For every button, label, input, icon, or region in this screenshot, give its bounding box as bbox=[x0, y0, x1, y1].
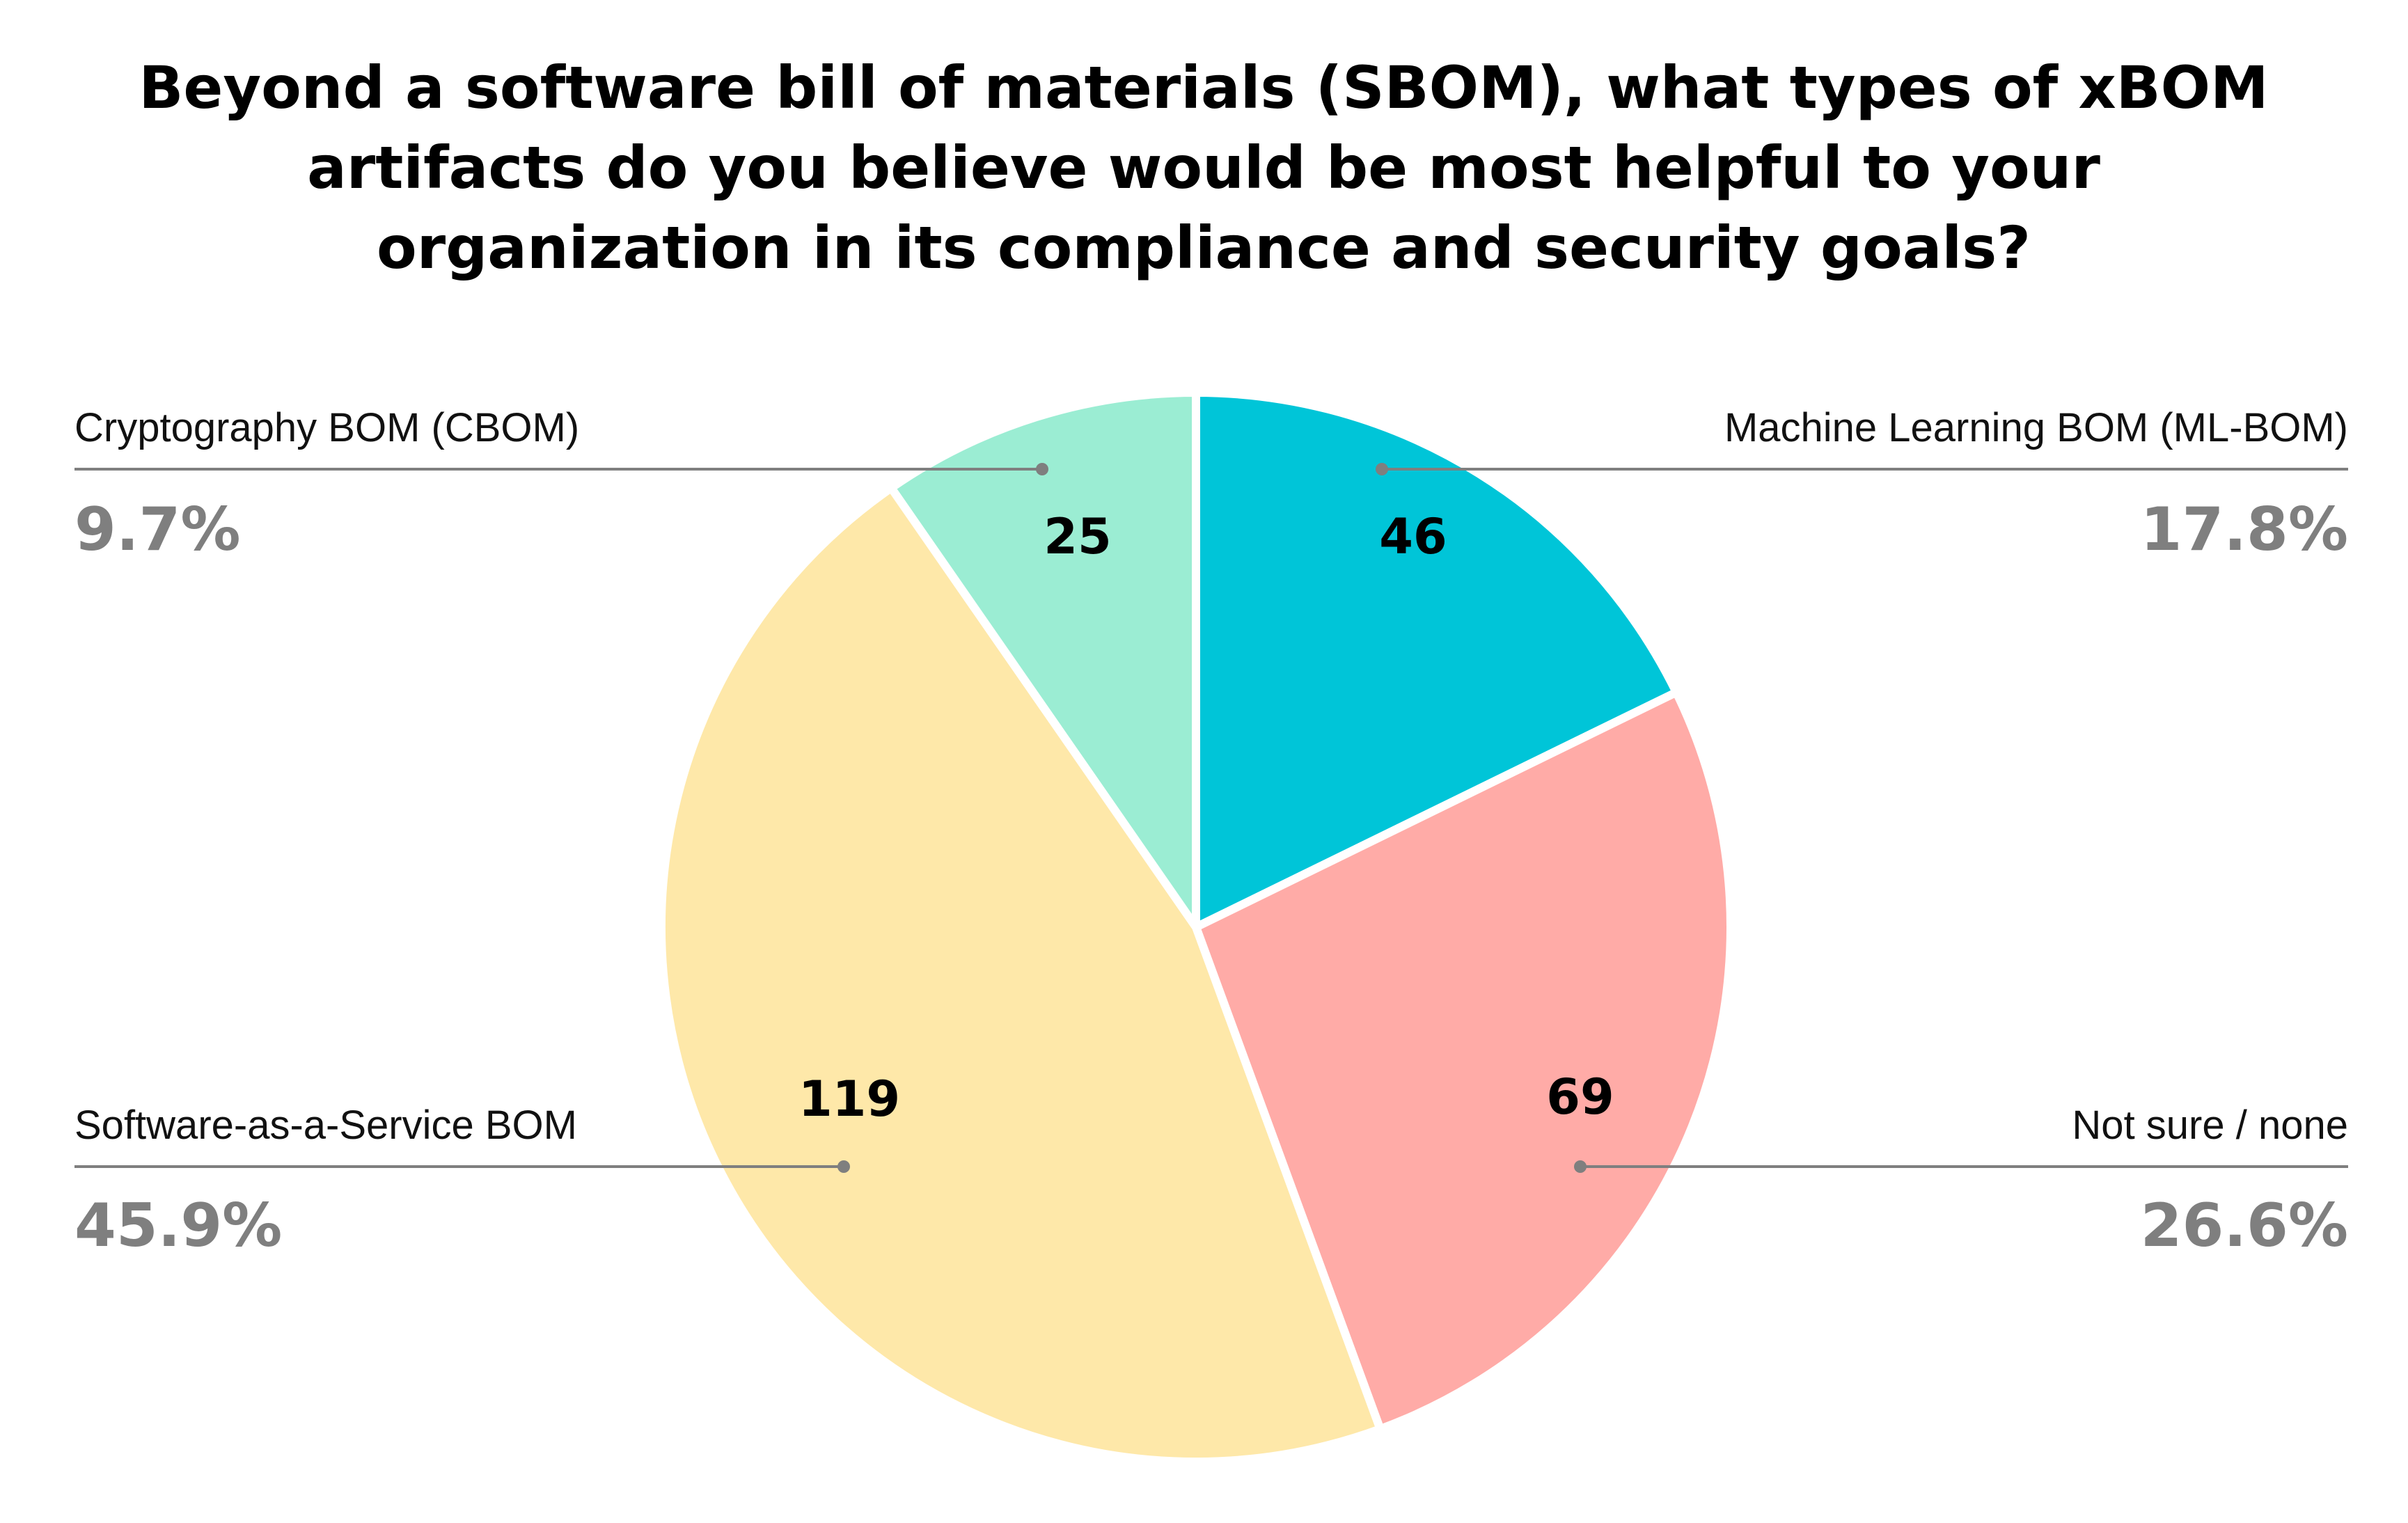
slice-category-label: Cryptography BOM (CBOM) bbox=[74, 405, 579, 450]
slice-percent-label: 26.6% bbox=[2141, 1191, 2348, 1261]
chart-title-line-3: organization in its compliance and secur… bbox=[377, 214, 2031, 282]
leader-dot bbox=[837, 1160, 850, 1173]
chart-title-line-1: Beyond a software bill of materials (SBO… bbox=[139, 54, 2268, 122]
leader-dot bbox=[1376, 463, 1388, 475]
slice-category-label: Not sure / none bbox=[2072, 1103, 2348, 1148]
slice-value-label: 25 bbox=[1044, 508, 1111, 565]
pie-slice bbox=[1192, 688, 1735, 1433]
slice-category-label: Machine Learning BOM (ML-BOM) bbox=[1724, 405, 2348, 450]
pie-slice bbox=[657, 483, 1385, 1466]
slice-value-label: 69 bbox=[1546, 1068, 1614, 1126]
slice-outer-labels: Machine Learning BOM (ML-BOM) 17.8% Not su… bbox=[74, 405, 2348, 1261]
slice-percent-label: 9.7% bbox=[74, 495, 241, 565]
pie-slice bbox=[1192, 388, 1681, 931]
leader-dot bbox=[1036, 463, 1048, 475]
slice-percent-label: 45.9% bbox=[74, 1191, 282, 1261]
slice-percent-label: 17.8% bbox=[2141, 495, 2348, 565]
pie-slices bbox=[657, 388, 1735, 1466]
slice-value-labels: 46 69 119 25 bbox=[798, 508, 1614, 1128]
chart-title: Beyond a software bill of materials (SBO… bbox=[139, 54, 2268, 282]
slice-value-label: 119 bbox=[798, 1071, 900, 1128]
slice-category-label: Software-as-a-Service BOM bbox=[74, 1103, 577, 1148]
slice-value-label: 46 bbox=[1379, 508, 1447, 565]
leader-dot bbox=[1574, 1160, 1587, 1173]
chart-title-line-2: artifacts do you believe would be most h… bbox=[307, 134, 2100, 202]
